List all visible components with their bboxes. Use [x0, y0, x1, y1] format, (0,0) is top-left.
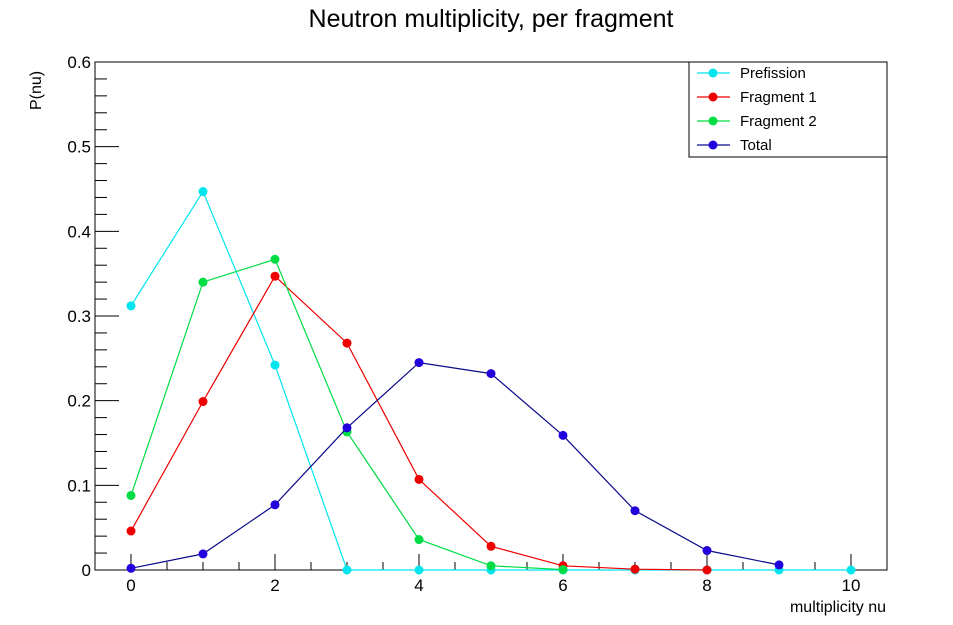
legend-marker-prefission	[708, 68, 718, 78]
data-point-fragment-1	[486, 541, 496, 551]
data-point-total	[486, 369, 496, 379]
data-point-fragment-1	[342, 338, 352, 348]
data-point-total	[630, 506, 640, 516]
series-total	[126, 358, 784, 573]
x-tick-label: 0	[126, 576, 135, 595]
x-tick-label: 6	[558, 576, 567, 595]
legend-marker-fragment-1	[708, 92, 718, 102]
data-point-fragment-1	[630, 564, 640, 574]
data-point-total	[702, 546, 712, 556]
data-point-prefission	[846, 565, 856, 575]
legend-marker-fragment-2	[708, 116, 718, 126]
data-point-prefission	[342, 565, 352, 575]
y-tick-label: 0.6	[67, 53, 91, 72]
data-point-fragment-2	[414, 535, 424, 545]
data-point-fragment-1	[198, 397, 208, 407]
legend-box	[688, 61, 888, 158]
legend-label-prefission: Prefission	[740, 65, 806, 82]
data-point-fragment-1	[702, 565, 712, 575]
data-point-fragment-2	[126, 490, 136, 500]
data-point-total	[126, 563, 136, 573]
data-point-total	[774, 560, 784, 570]
x-axis-label: multiplicity nu	[790, 599, 886, 616]
x-tick-label: 10	[842, 576, 861, 595]
data-point-fragment-2	[270, 254, 280, 264]
data-point-total	[342, 423, 352, 433]
data-point-fragment-2	[486, 561, 496, 571]
data-point-fragment-1	[270, 271, 280, 281]
y-tick-label: 0.4	[67, 222, 91, 241]
y-tick-label: 0.2	[67, 392, 91, 411]
data-point-total	[270, 500, 280, 510]
data-point-prefission	[270, 360, 280, 370]
series-layer	[126, 187, 856, 575]
x-tick-label: 2	[270, 576, 279, 595]
y-tick-label: 0.5	[67, 138, 91, 157]
legend-label-total: Total	[740, 137, 772, 154]
y-tick-label: 0.3	[67, 307, 91, 326]
y-tick-label: 0	[82, 561, 91, 580]
data-point-fragment-1	[414, 474, 424, 484]
y-axis-label: P(nu)	[28, 71, 45, 110]
legend: Prefission Fragment 1 Fragment 2 Total	[688, 61, 888, 158]
legend-marker-total	[708, 140, 718, 150]
data-point-fragment-1	[126, 526, 136, 536]
data-point-total	[198, 549, 208, 559]
data-point-total	[414, 358, 424, 368]
legend-label-fragment-1: Fragment 1	[740, 89, 817, 106]
series-line-total	[130, 361, 780, 569]
data-point-fragment-2	[558, 565, 568, 575]
data-point-prefission	[126, 301, 136, 311]
data-point-prefission	[198, 187, 208, 197]
chart-title: Neutron multiplicity, per fragment	[309, 5, 674, 33]
data-point-total	[558, 430, 568, 440]
x-tick-label: 8	[702, 576, 711, 595]
y-tick-label: 0.1	[67, 476, 91, 495]
x-tick-label: 4	[414, 576, 423, 595]
data-point-fragment-2	[198, 277, 208, 287]
legend-label-fragment-2: Fragment 2	[740, 113, 817, 130]
axes: 0 0.1 0.2 0.3 0.4 0.5 0.6 0 2 4 6 8 10	[67, 53, 888, 595]
data-point-prefission	[414, 565, 424, 575]
